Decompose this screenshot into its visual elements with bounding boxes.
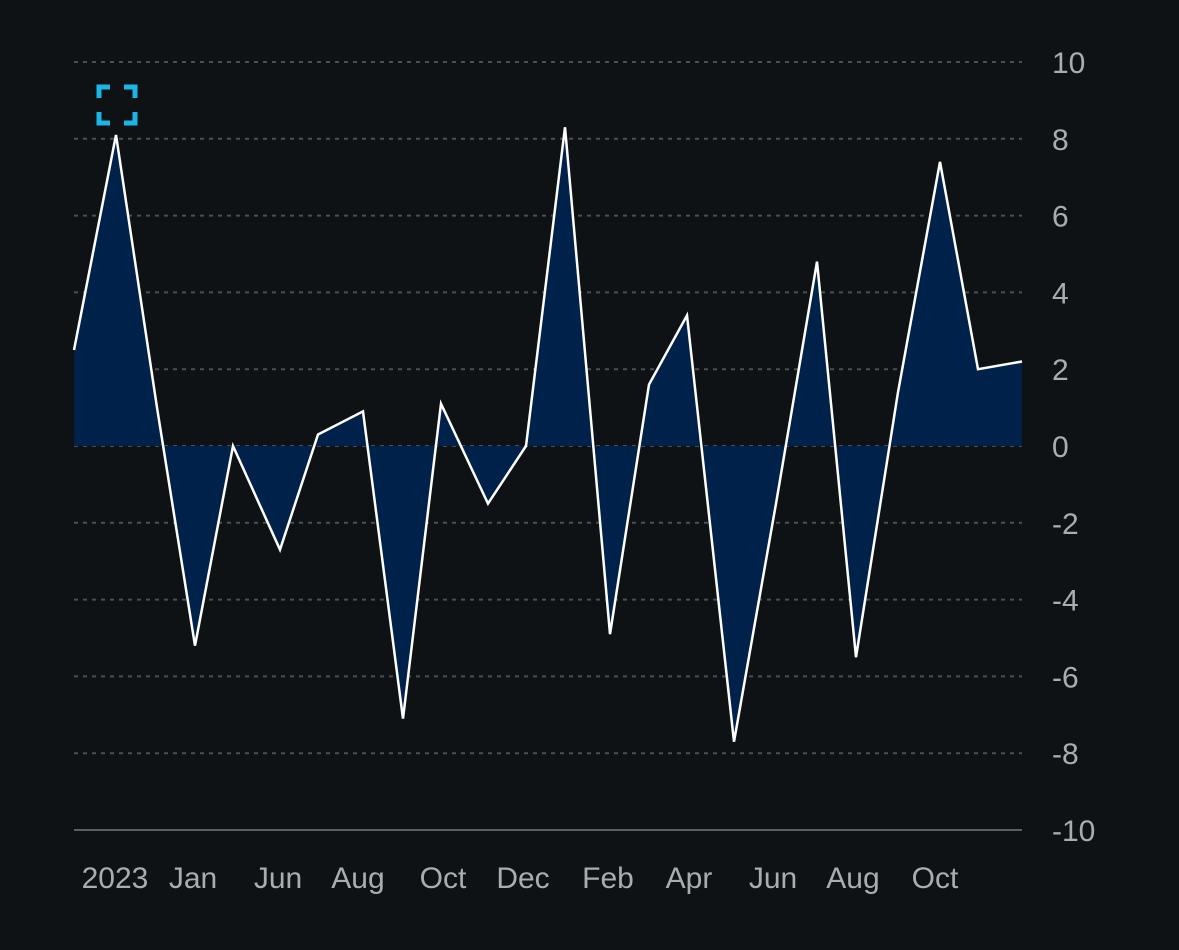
grid-layer (74, 61, 1022, 831)
data-point (975, 366, 981, 372)
data-point (71, 347, 77, 353)
data-point (315, 431, 321, 437)
series-line (72, 127, 1023, 742)
data-point (485, 501, 491, 507)
y-tick-label: -2 (1052, 508, 1079, 541)
data-point (937, 159, 943, 165)
data-point (895, 389, 901, 395)
y-tick-label: -10 (1052, 815, 1095, 848)
x-tick-label: Dec (496, 862, 549, 895)
data-point (192, 643, 198, 649)
data-point (438, 401, 444, 407)
x-tick-label: Oct (912, 862, 959, 895)
data-point (360, 408, 366, 414)
data-point (814, 259, 820, 265)
data-point (684, 312, 690, 318)
y-tick-label: 2 (1052, 354, 1069, 387)
x-tick-label: Feb (582, 862, 634, 895)
data-point (731, 739, 737, 745)
x-tick-label: Jan (169, 862, 217, 895)
area-layer (74, 127, 1022, 742)
y-tick-label: -8 (1052, 738, 1079, 771)
data-point (230, 443, 236, 449)
x-tick-label: Aug (331, 862, 384, 895)
data-point (853, 654, 859, 660)
data-point (773, 501, 779, 507)
x-tick-label: Aug (826, 862, 879, 895)
y-tick-label: 8 (1052, 124, 1069, 157)
data-point (113, 132, 119, 138)
data-point (154, 405, 160, 411)
expand-icon (96, 84, 138, 126)
x-tick-label: Jun (254, 862, 302, 895)
data-point (523, 443, 529, 449)
y-tick-label: 0 (1052, 431, 1069, 464)
data-point (1019, 359, 1025, 365)
y-tick-label: 10 (1052, 47, 1085, 80)
y-tick-label: -4 (1052, 585, 1079, 618)
series-area (74, 127, 1022, 742)
line-layer (72, 127, 1023, 742)
y-tick-label: -6 (1052, 661, 1079, 694)
y-tick-label: 4 (1052, 277, 1069, 310)
y-axis: 10 8 6 4 2 0 -2 -4 -6 -8 -10 (1052, 47, 1095, 848)
data-point (562, 124, 568, 130)
y-tick-label: 6 (1052, 201, 1069, 234)
x-tick-label: Jun (749, 862, 797, 895)
x-tick-label: Oct (420, 862, 467, 895)
x-axis: 2023 Jan Jun Aug Oct Dec Feb Apr Jun Aug Oct (82, 862, 959, 895)
expand-button[interactable] (96, 84, 138, 126)
data-point (277, 547, 283, 553)
data-point (400, 716, 406, 722)
x-tick-label: Apr (666, 862, 713, 895)
data-point (646, 382, 652, 388)
data-point (607, 631, 613, 637)
x-tick-label: 2023 (82, 862, 149, 895)
